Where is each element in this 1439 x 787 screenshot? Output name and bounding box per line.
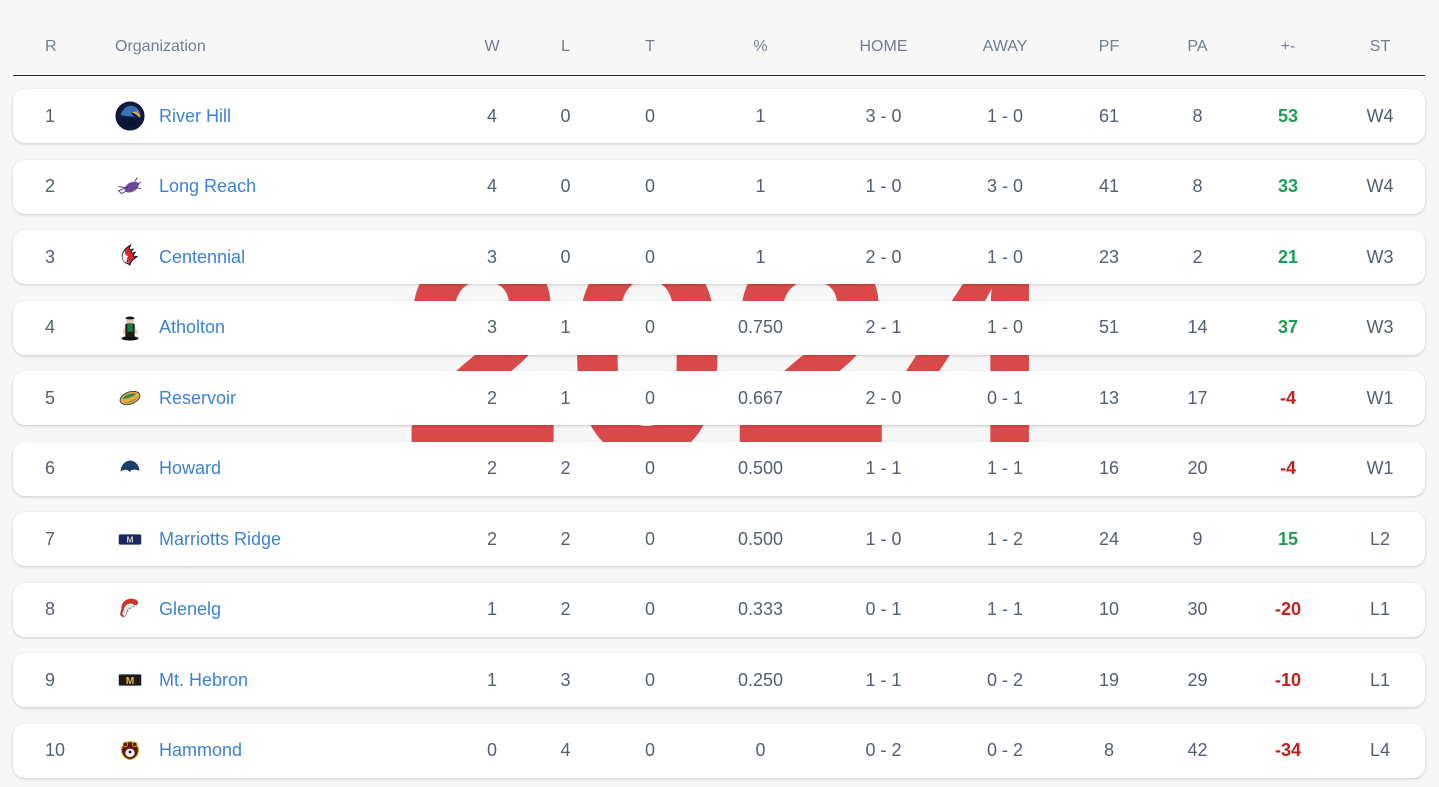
svg-text:M: M <box>126 534 133 544</box>
svg-text:M: M <box>126 676 135 687</box>
